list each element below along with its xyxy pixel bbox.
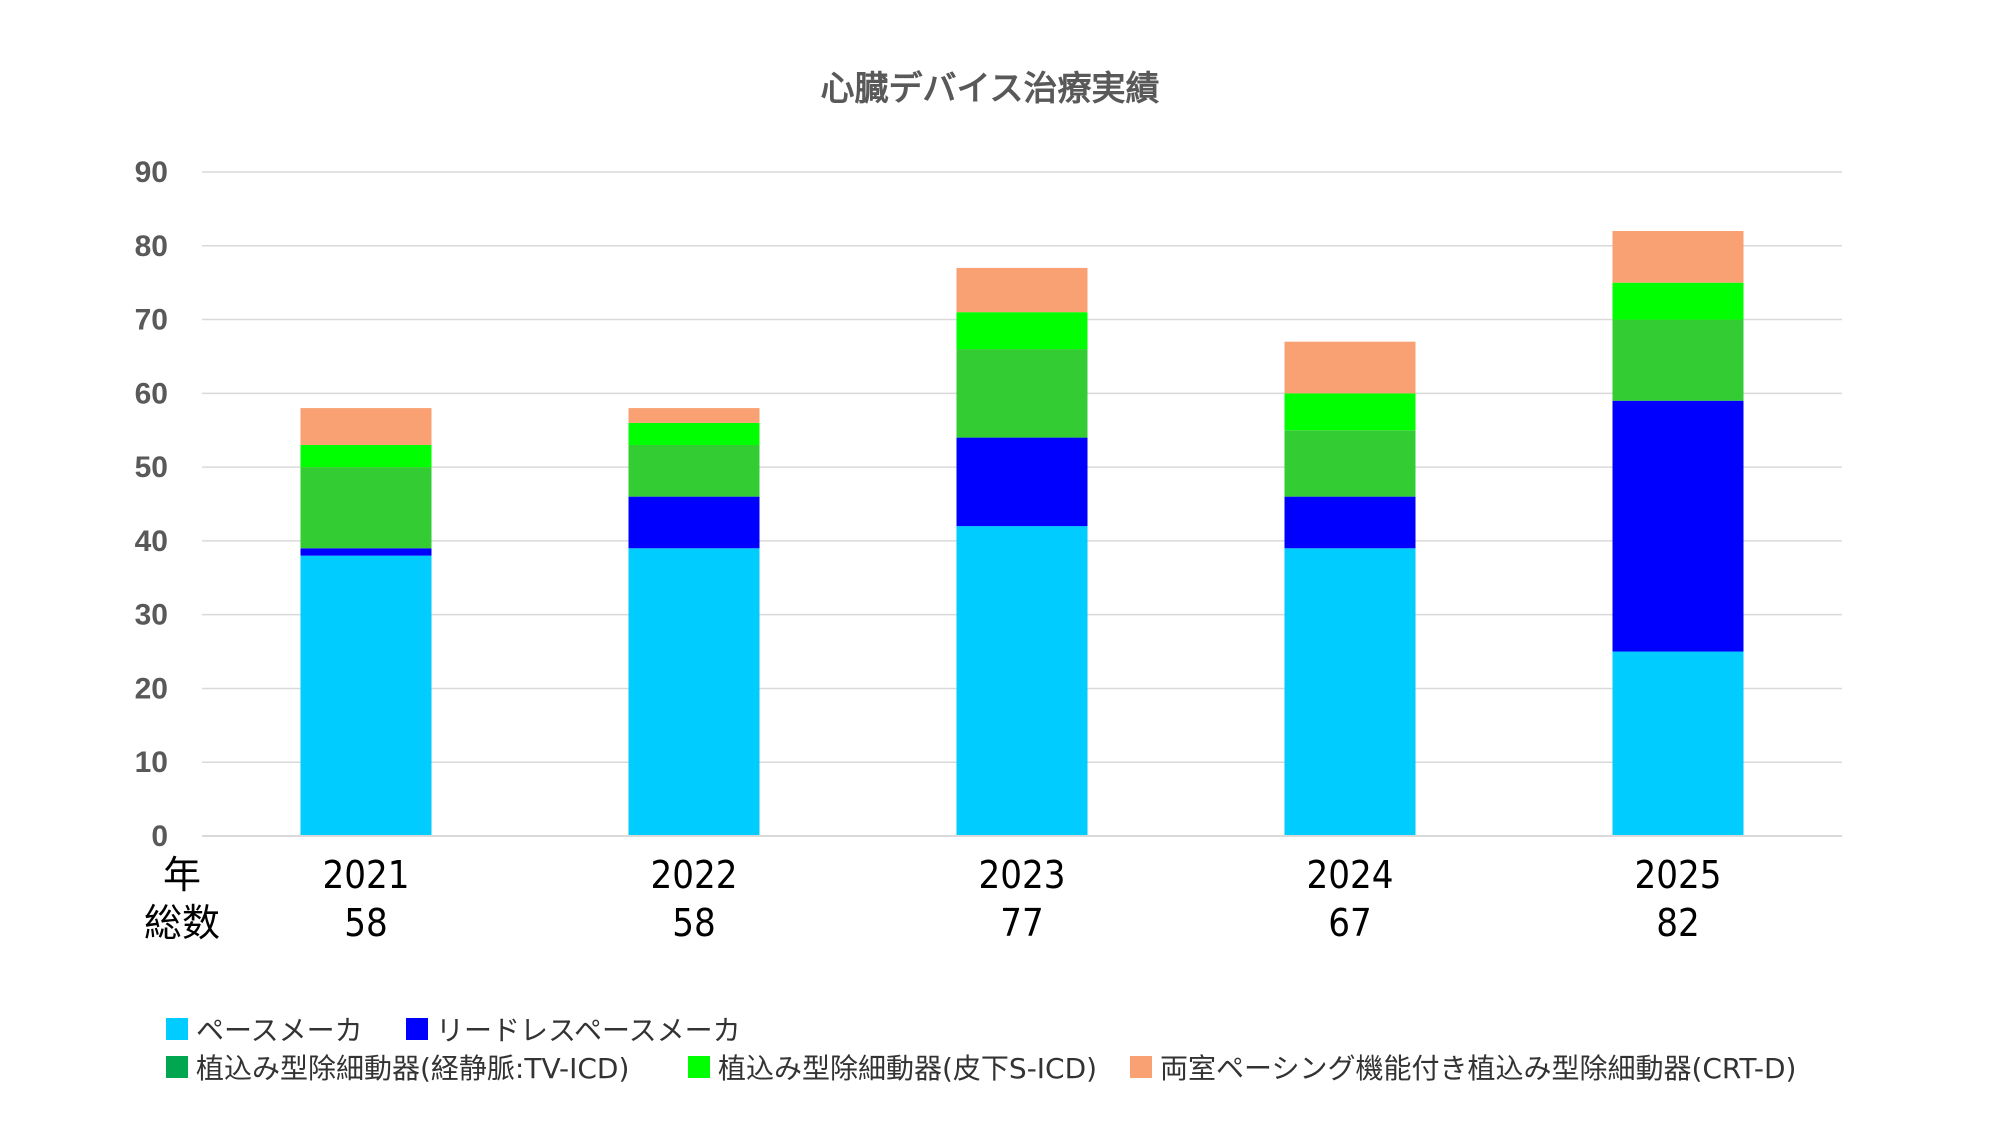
chart-title: 心臓デバイス治療実績 [821, 69, 1160, 109]
year-row-label: 年 [163, 853, 201, 897]
total-label: 67 [1328, 901, 1372, 945]
bar-segment [1612, 282, 1744, 320]
legend-entry: 植込み型除細動器(経静脈:TV-ICD) [196, 1052, 629, 1085]
x-tick-label: 2024 [1307, 853, 1394, 897]
y-tick-label: 50 [135, 451, 168, 484]
bar-segment [1284, 393, 1416, 431]
legend-swatch [166, 1056, 188, 1078]
x-tick-label: 2021 [323, 853, 410, 897]
bar-segment [300, 548, 432, 556]
total-label: 77 [1000, 901, 1044, 945]
x-tick-label: 2022 [651, 853, 738, 897]
bar-segment [956, 267, 1088, 313]
bar-segment [628, 496, 760, 549]
bar-segment [628, 408, 760, 423]
bar-segment [956, 349, 1088, 438]
bar-segment [1284, 341, 1416, 394]
bar-segment [300, 467, 432, 549]
bars [300, 231, 1744, 836]
bar-segment [1612, 400, 1744, 652]
bar-segment [956, 312, 1088, 350]
bar-segment [1612, 319, 1744, 401]
bar-segment [628, 548, 760, 836]
legend-swatch [406, 1018, 428, 1040]
y-tick-label: 60 [135, 377, 168, 410]
y-tick-label: 40 [135, 525, 168, 558]
bar-segment [300, 555, 432, 836]
total-label: 58 [344, 901, 388, 945]
bar-segment [300, 408, 432, 445]
legend-entry: 植込み型除細動器(皮下S-ICD) [718, 1052, 1097, 1085]
y-axis: 0 10 20 30 40 50 60 70 80 90 [135, 156, 168, 853]
x-tick-label: 2023 [979, 853, 1066, 897]
bar-segment [1284, 548, 1416, 836]
bar-segment [1284, 430, 1416, 497]
legend-swatch [166, 1018, 188, 1040]
bar-segment [956, 526, 1088, 836]
total-label: 58 [672, 901, 716, 945]
legend-entry: 両室ペーシング機能付き植込み型除細動器(CRT-D) [1160, 1052, 1796, 1085]
bar-segment [956, 437, 1088, 527]
y-tick-label: 70 [135, 304, 168, 337]
y-tick-label: 0 [151, 820, 168, 853]
y-tick-label: 10 [135, 746, 168, 779]
bar-segment [628, 422, 760, 445]
legend-entry: ペースメーカ [196, 1014, 363, 1047]
bar-segment [300, 444, 432, 468]
total-label: 82 [1656, 901, 1700, 945]
bar-segment [1612, 651, 1744, 836]
x-tick-label: 2025 [1635, 853, 1722, 897]
y-tick-label: 30 [135, 599, 168, 632]
legend-swatch [688, 1056, 710, 1078]
bar-segment [1612, 231, 1744, 283]
y-tick-label: 90 [135, 156, 168, 189]
bar-segment [1284, 496, 1416, 549]
y-tick-label: 80 [135, 230, 168, 263]
bar-segment [628, 444, 760, 497]
y-tick-label: 20 [135, 672, 168, 705]
legend-swatch [1130, 1056, 1152, 1078]
legend-entry: リードレスペースメーカ [436, 1014, 741, 1047]
total-row-label: 総数 [144, 901, 220, 945]
